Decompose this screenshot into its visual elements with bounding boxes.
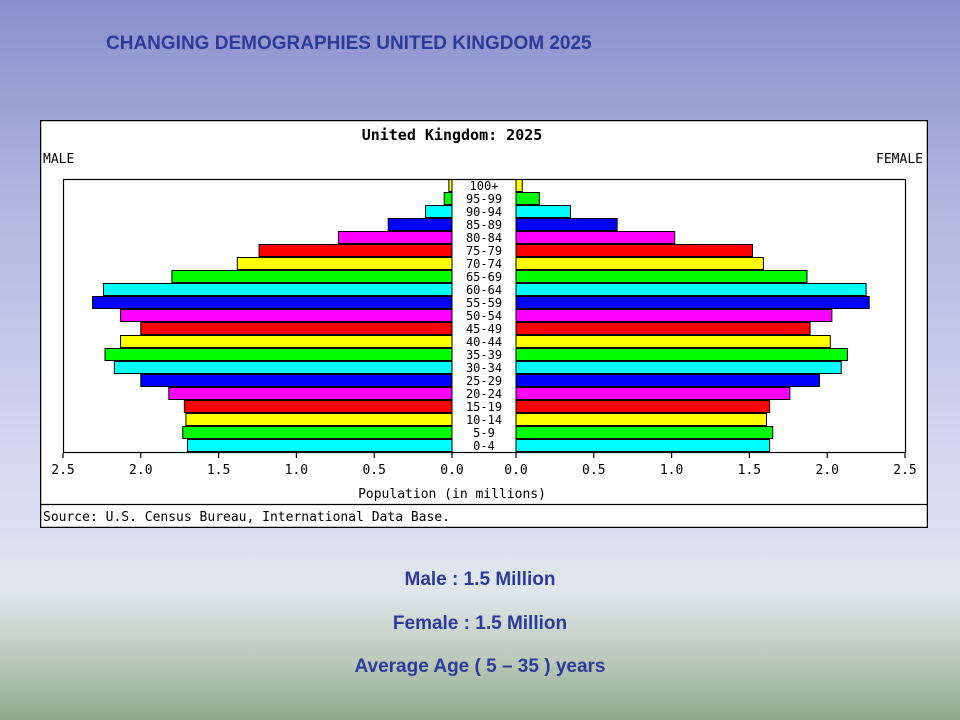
age-group-label: 30-34 <box>466 361 502 375</box>
tick-label: 0.5 <box>362 463 385 478</box>
slide-title: CHANGING DEMOGRAPHIES UNITED KINGDOM 202… <box>106 33 592 54</box>
male-bar <box>92 296 453 309</box>
female-bar <box>515 231 676 244</box>
male-bar <box>113 361 453 374</box>
male-bar <box>183 400 453 413</box>
female-bar <box>515 179 523 192</box>
female-bar <box>515 322 811 335</box>
male-bar <box>168 387 453 400</box>
population-pyramid-chart: United Kingdom: 2025 MALE FEMALE 100+95-… <box>40 120 928 528</box>
female-bar <box>515 374 820 387</box>
tick-label: 2.5 <box>893 463 916 478</box>
female-bar <box>515 257 764 270</box>
female-bar <box>515 296 870 309</box>
bars-group <box>92 179 870 452</box>
age-group-label: 10-14 <box>466 413 502 427</box>
caption-male: Male : 1.5 Million <box>404 569 556 590</box>
age-group-label: 100+ <box>470 179 499 193</box>
age-group-label: 0-4 <box>473 439 495 453</box>
age-group-label: 95-99 <box>466 192 502 206</box>
age-group-label: 50-54 <box>466 309 502 323</box>
age-group-label: 55-59 <box>466 296 502 310</box>
female-bar <box>515 244 754 257</box>
female-bar <box>515 270 808 283</box>
female-bar <box>515 205 571 218</box>
tick-label: 0.0 <box>440 463 463 478</box>
male-bar <box>140 322 453 335</box>
male-bar <box>186 439 453 452</box>
male-bar <box>120 335 453 348</box>
age-group-label: 35-39 <box>466 348 502 362</box>
female-bar <box>515 283 867 296</box>
age-group-label: 65-69 <box>466 270 502 284</box>
axis-ticks: 2.5 2.0 1.5 1.0 0.5 0.0 0.0 0.5 1.0 1.5 2.0 2.5 <box>51 453 917 478</box>
x-axis-label: Population (in millions) <box>358 487 546 502</box>
tick-label: 2.0 <box>129 463 152 478</box>
male-bar <box>120 309 453 322</box>
female-bar <box>515 400 771 413</box>
male-bar <box>104 348 453 361</box>
male-bar <box>140 374 453 387</box>
age-group-label: 60-64 <box>466 283 502 297</box>
age-group-label: 75-79 <box>466 244 502 258</box>
age-group-label: 85-89 <box>466 218 502 232</box>
male-bar <box>185 413 453 426</box>
female-bar <box>515 192 540 205</box>
male-bar <box>387 218 453 231</box>
tick-label: 1.0 <box>660 463 683 478</box>
male-bar <box>337 231 453 244</box>
female-bar <box>515 439 771 452</box>
plot-frame <box>62 178 907 454</box>
age-group-label: 5-9 <box>473 426 495 440</box>
age-group-label: 20-24 <box>466 387 502 401</box>
caption-female: Female : 1.5 Million <box>392 613 568 634</box>
female-bar <box>515 335 831 348</box>
age-group-label: 70-74 <box>466 257 502 271</box>
female-bar <box>515 361 842 374</box>
tick-label: 1.5 <box>738 463 761 478</box>
chart-title: United Kingdom: 2025 <box>362 126 543 144</box>
female-bar <box>515 309 833 322</box>
male-bar <box>448 179 453 192</box>
tick-label: 1.5 <box>207 463 230 478</box>
age-group-label: 40-44 <box>466 335 502 349</box>
male-label: MALE <box>43 152 74 167</box>
female-bar <box>515 387 791 400</box>
male-bar <box>171 270 453 283</box>
age-group-labels: 100+95-9990-9485-8980-8475-7970-7465-696… <box>466 179 502 453</box>
male-bar <box>425 205 453 218</box>
age-group-label: 45-49 <box>466 322 502 336</box>
tick-label: 2.0 <box>815 463 838 478</box>
source-note: Source: U.S. Census Bureau, Internationa… <box>43 510 450 525</box>
female-label: FEMALE <box>876 152 923 167</box>
male-bar <box>182 426 453 439</box>
age-group-label: 90-94 <box>466 205 502 219</box>
caption-average-age: Average Age ( 5 – 35 ) years <box>354 656 606 677</box>
tick-label: 2.5 <box>51 463 74 478</box>
female-bar <box>515 218 618 231</box>
age-group-label: 80-84 <box>466 231 502 245</box>
female-bar <box>515 348 848 361</box>
female-bar <box>515 426 774 439</box>
male-bar <box>258 244 453 257</box>
age-group-label: 25-29 <box>466 374 502 388</box>
tick-label: 0.0 <box>504 463 527 478</box>
male-bar <box>443 192 453 205</box>
male-bar <box>102 283 453 296</box>
age-group-label: 15-19 <box>466 400 502 414</box>
tick-label: 0.5 <box>582 463 605 478</box>
female-bar <box>515 413 768 426</box>
tick-label: 1.0 <box>285 463 308 478</box>
male-bar <box>236 257 453 270</box>
